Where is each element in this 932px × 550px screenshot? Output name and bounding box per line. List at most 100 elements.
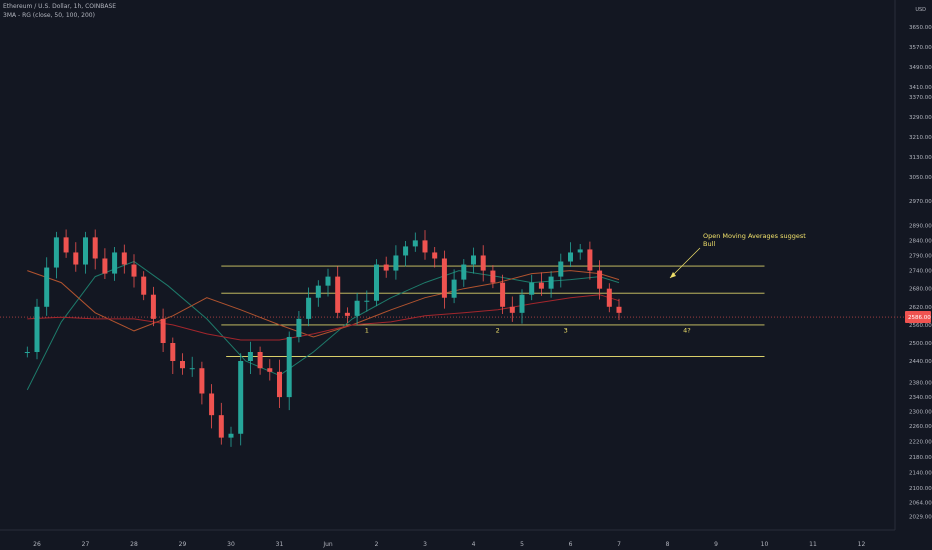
candle-body[interactable]	[112, 252, 118, 274]
annotation-note-line-1: Open Moving Averages suggest	[703, 232, 806, 240]
candle-body[interactable]	[451, 279, 457, 298]
candle-body[interactable]	[209, 393, 215, 416]
candle-body[interactable]	[257, 352, 263, 369]
price-tick-label: 2064.00	[909, 500, 932, 506]
candle-body[interactable]	[180, 361, 185, 369]
candle-body[interactable]	[529, 282, 535, 295]
candle-body[interactable]	[568, 252, 573, 262]
annotation-arrow	[669, 247, 701, 279]
candle-body[interactable]	[218, 415, 224, 438]
candle-body[interactable]	[296, 318, 302, 337]
price-tick-label: 3050.00	[909, 175, 932, 181]
candle-body[interactable]	[63, 237, 69, 253]
price-tick-label: 2140.00	[909, 471, 932, 477]
candle-body[interactable]	[354, 300, 360, 316]
candle-body[interactable]	[597, 270, 603, 289]
candle-body[interactable]	[432, 252, 438, 259]
price-tick-label: 2890.00	[909, 223, 932, 229]
candle-body[interactable]	[471, 255, 476, 265]
candle-body[interactable]	[480, 255, 486, 271]
time-tick-label: 11	[809, 541, 817, 548]
candle-body[interactable]	[92, 237, 98, 259]
price-tick-label: 2180.00	[909, 455, 932, 461]
candle-body[interactable]	[199, 368, 205, 394]
candle-body[interactable]	[286, 336, 292, 398]
time-tick-label: 12	[858, 541, 866, 548]
annotation-note-line-2: Bull	[703, 240, 715, 248]
candle-body[interactable]	[325, 276, 331, 286]
time-tick-label: 31	[276, 541, 284, 548]
candle-body[interactable]	[170, 343, 176, 361]
candle-body[interactable]	[34, 306, 40, 352]
annotation-note: Open Moving Averages suggest Bull	[703, 232, 806, 248]
candle-body[interactable]	[102, 258, 108, 274]
candle-body[interactable]	[616, 306, 622, 313]
time-axis[interactable]: 26 27 28 29 30 31 Jun 2 3 4 5 6 7 8 9 10 11 12	[33, 541, 865, 548]
candle-body[interactable]	[587, 249, 593, 271]
time-tick-label: 30	[227, 541, 235, 548]
wave-label: 4?	[683, 326, 691, 334]
candle-body[interactable]	[548, 276, 554, 289]
candle-body[interactable]	[364, 300, 370, 302]
candle-body[interactable]	[461, 264, 467, 280]
candle-body[interactable]	[44, 267, 50, 307]
price-tick-label: 2680.00	[909, 287, 932, 293]
candle-body[interactable]	[73, 252, 79, 265]
candle-body[interactable]	[509, 306, 515, 313]
ma50-line[interactable]	[26, 260, 620, 391]
current-price-label: 2586.00	[908, 315, 931, 321]
candle-body[interactable]	[306, 297, 312, 319]
candle-body[interactable]	[24, 352, 30, 353]
annotations: 1 2 3 4? Open Moving Averages suggest Bull	[365, 232, 807, 334]
time-tick-label: 9	[714, 541, 718, 548]
candle-body[interactable]	[412, 240, 418, 247]
current-price-badge	[905, 311, 931, 324]
candle-body[interactable]	[238, 361, 244, 434]
price-tick-label: 2840.00	[909, 238, 932, 244]
price-tick-label: 2100.00	[909, 486, 932, 492]
candle-body[interactable]	[131, 264, 137, 277]
time-tick-label: 4	[472, 541, 476, 548]
price-axis[interactable]: 3650.00 3570.00 3490.00 3410.00 3370.00 3290.…	[0, 25, 932, 520]
candle-body[interactable]	[247, 352, 253, 361]
price-tick-label: 2440.00	[909, 359, 932, 365]
candle-body[interactable]	[422, 240, 428, 253]
candle-body[interactable]	[403, 246, 409, 256]
candle-body[interactable]	[121, 252, 127, 265]
time-tick-label: 27	[82, 541, 90, 548]
time-tick-label: 29	[179, 541, 187, 548]
candle-body[interactable]	[160, 318, 166, 343]
candle-body[interactable]	[228, 433, 234, 438]
candle-body[interactable]	[393, 255, 399, 271]
candle-body[interactable]	[577, 249, 583, 253]
annotation-arrow-head	[670, 272, 676, 278]
candle-body[interactable]	[441, 258, 447, 298]
candle-body[interactable]	[519, 294, 525, 313]
candle-body[interactable]	[344, 312, 350, 316]
candle-body[interactable]	[83, 237, 88, 265]
candle-body[interactable]	[189, 368, 195, 370]
candle-body[interactable]	[277, 371, 282, 398]
candle-body[interactable]	[490, 270, 496, 283]
price-tick-label: 2970.00	[909, 199, 932, 205]
candle-body[interactable]	[500, 282, 506, 307]
candle-body[interactable]	[374, 264, 379, 301]
candle-body[interactable]	[606, 288, 612, 307]
price-tick-label: 2220.00	[909, 440, 932, 446]
price-tick-label: 3410.00	[909, 85, 932, 91]
time-tick-label: 26	[33, 541, 41, 548]
candle-body[interactable]	[335, 276, 341, 313]
candle-body[interactable]	[267, 368, 273, 372]
candle-body[interactable]	[53, 237, 59, 268]
ma100-line[interactable]	[27, 270, 620, 338]
candle-body[interactable]	[538, 282, 544, 289]
candle-body[interactable]	[558, 261, 564, 277]
candle-body[interactable]	[383, 264, 389, 271]
ma200-line[interactable]	[27, 294, 620, 341]
candle-body[interactable]	[150, 294, 156, 319]
time-tick-label: 8	[666, 541, 670, 548]
candle-body[interactable]	[141, 276, 147, 295]
wave-label: 1	[365, 326, 369, 334]
candle-body[interactable]	[315, 285, 321, 298]
